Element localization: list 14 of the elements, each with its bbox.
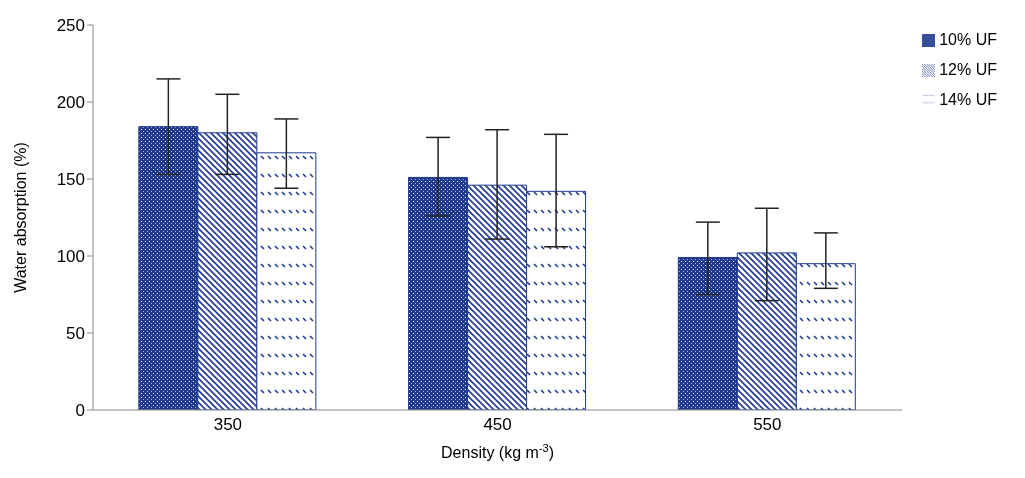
legend-label: 14% UF — [939, 91, 997, 108]
x-axis-title: Density (kg m$^{-3}$) — [441, 442, 555, 461]
legend-label: 10% UF — [939, 31, 997, 48]
y-axis-title: Water absorption (%) — [11, 142, 29, 293]
y-tick-label: 0 — [75, 401, 85, 421]
x-tick-label: 350 — [213, 415, 243, 435]
x-tick-label: 450 — [483, 415, 512, 435]
x-tick-label: 550 — [753, 415, 782, 435]
y-tick-label: 250 — [56, 16, 85, 36]
y-tick-label: 50 — [66, 324, 85, 344]
legend-label: 12% UF — [939, 61, 997, 78]
y-tick-label: 200 — [56, 93, 85, 113]
y-tick-label: 100 — [56, 247, 85, 267]
y-tick-label: 150 — [56, 170, 85, 190]
